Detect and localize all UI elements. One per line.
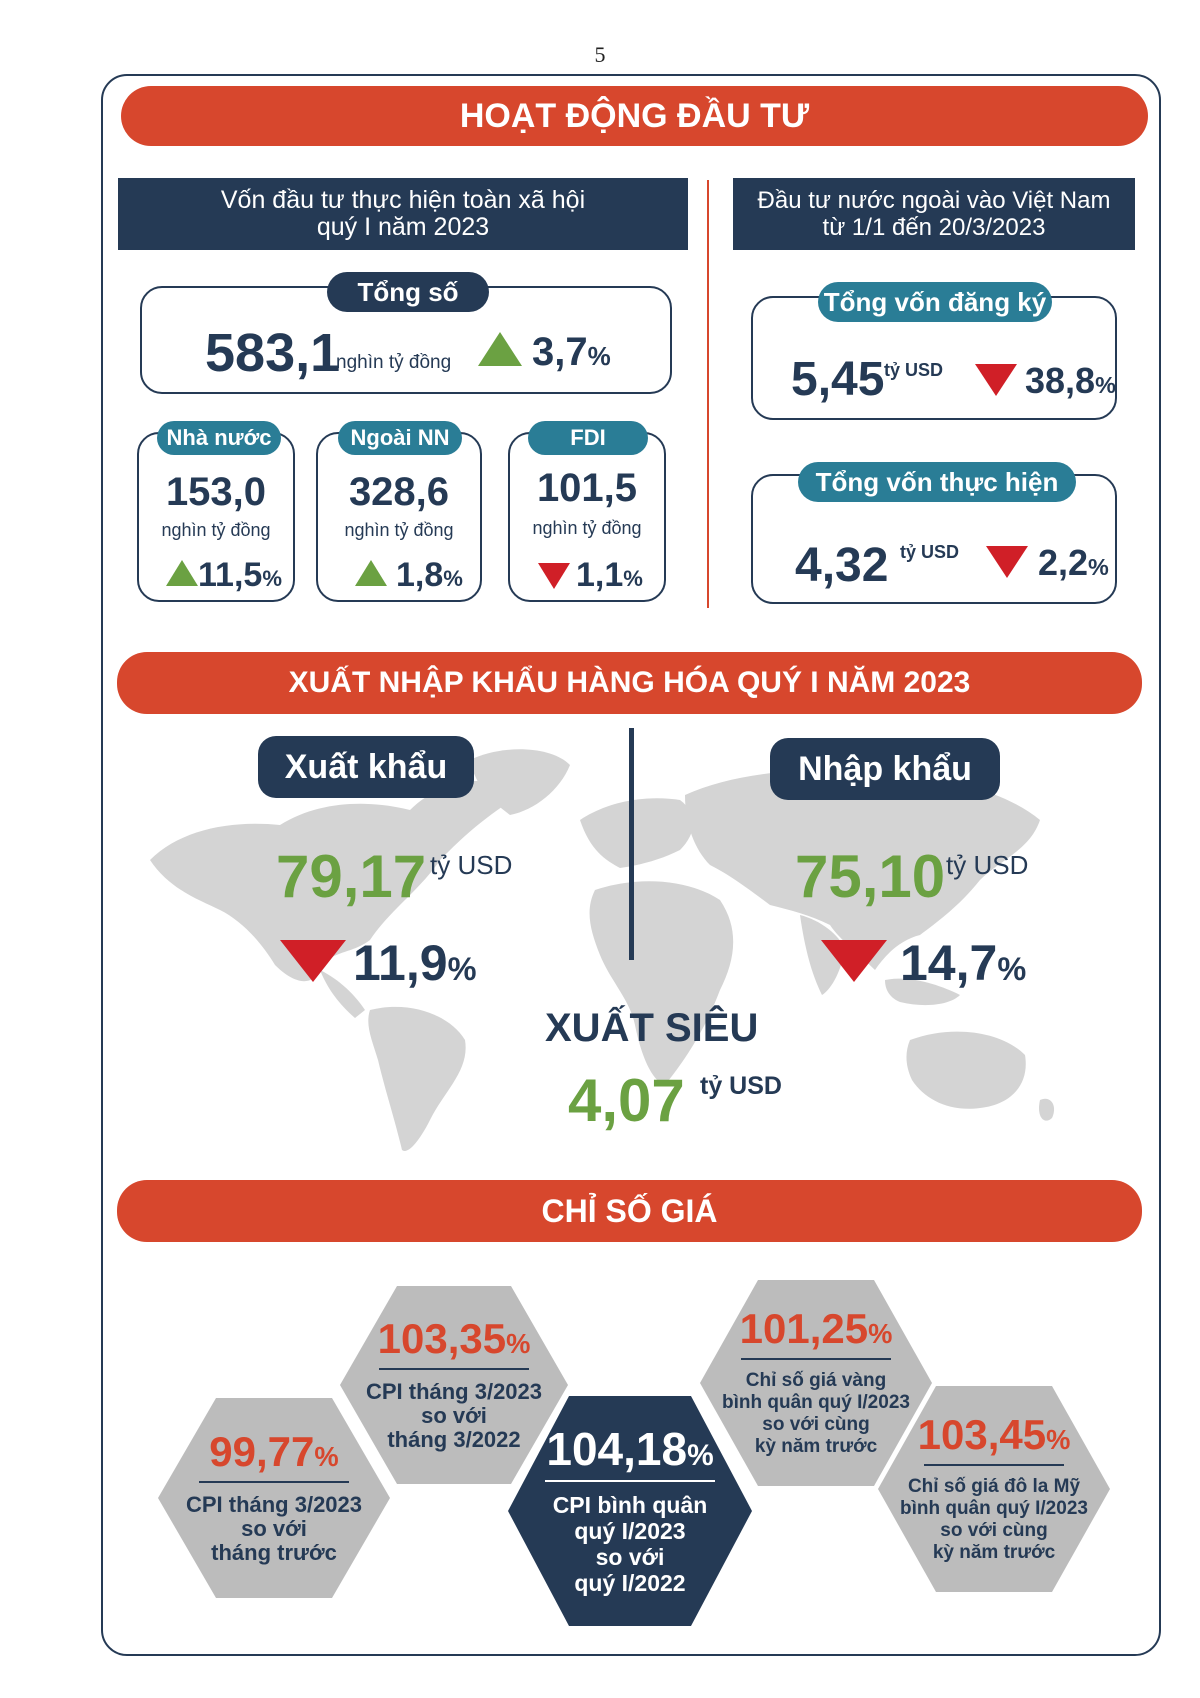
import-down-arrow-icon xyxy=(821,940,887,982)
state-unit: nghìn tỷ đồng xyxy=(161,520,271,540)
state-value: 153,0 xyxy=(165,470,267,514)
surplus-unit: tỷ USD xyxy=(700,1072,782,1100)
hex-cpi-yoy-line3: tháng 3/2022 xyxy=(387,1427,521,1452)
export-unit: tỷ USD xyxy=(430,850,513,880)
hex-cpi-quarter-line3: so với xyxy=(595,1544,665,1570)
total-value: 583,1 xyxy=(205,323,341,383)
hex-gold-value: 101,25% xyxy=(739,1305,893,1352)
trade-title: XUẤT NHẬP KHẨU HÀNG HÓA QUÝ I NĂM 2023 xyxy=(288,666,971,699)
hex-usd-line3: so với cùng xyxy=(940,1520,1048,1541)
hex-cpi-quarter-line4: quý I/2022 xyxy=(574,1570,686,1596)
export-down-arrow-icon xyxy=(280,940,346,982)
total-unit: nghìn tỷ đồng xyxy=(336,352,452,373)
export-value: 79,17 xyxy=(276,843,427,910)
hex-gold-line2: bình quân quý I/2023 xyxy=(722,1392,910,1413)
page-frame xyxy=(101,74,1161,1656)
registered-unit: tỷ USD xyxy=(884,360,944,380)
hex-cpi-quarter: 104,18% CPI bình quân quý I/2023 so với … xyxy=(508,1396,752,1626)
state-label: Nhà nước xyxy=(157,421,281,455)
hex-cpi-quarter-line1: CPI bình quân xyxy=(552,1492,708,1518)
column-divider xyxy=(707,180,709,608)
registered-value: 5,45 xyxy=(791,353,885,406)
registered-down-arrow-icon xyxy=(975,364,1017,396)
fdi-label: FDI xyxy=(528,421,648,455)
state-up-arrow-icon xyxy=(166,560,198,586)
fdi-change: 1,1% xyxy=(576,556,643,594)
nonstate-value: 328,6 xyxy=(348,470,450,514)
hex-cpi-yoy-line2: so với xyxy=(421,1403,487,1428)
hex-usd-line4: kỳ năm trước xyxy=(932,1542,1056,1563)
total-change: 3,7% xyxy=(532,330,611,374)
hex-gold-line4: kỳ năm trước xyxy=(754,1436,878,1457)
hex-cpi-month-line1: CPI tháng 3/2023 xyxy=(185,1492,363,1517)
hex-cpi-quarter-rule xyxy=(545,1480,715,1482)
export-change: 11,9% xyxy=(353,935,477,991)
investment-banner: HOẠT ĐỘNG ĐẦU TƯ xyxy=(121,86,1148,146)
hex-cpi-quarter-value: 104,18% xyxy=(546,1423,714,1475)
page-number: 5 xyxy=(594,42,606,67)
hex-gold-line3: so với cùng xyxy=(762,1414,870,1435)
trade-divider xyxy=(629,728,634,960)
state-card xyxy=(137,432,295,602)
fdi-value: 101,5 xyxy=(536,466,638,510)
import-change: 14,7% xyxy=(900,935,1027,991)
nonstate-unit: nghìn tỷ đồng xyxy=(344,520,454,540)
total-label: Tổng số xyxy=(327,272,489,312)
domestic-header-line2: quý I năm 2023 xyxy=(316,213,490,241)
export-label: Xuất khẩu xyxy=(258,736,474,798)
hex-cpi-yoy-rule xyxy=(379,1368,529,1370)
nonstate-change: 1,8% xyxy=(396,556,463,594)
disbursed-unit: tỷ USD xyxy=(900,542,960,562)
disbursed-value: 4,32 xyxy=(795,539,889,592)
hex-cpi-yoy-value: 103,35% xyxy=(377,1315,531,1362)
investment-title: HOẠT ĐỘNG ĐẦU TƯ xyxy=(459,96,810,135)
hex-gold-line1: Chỉ số giá vàng xyxy=(745,1370,887,1391)
fdi-unit: nghìn tỷ đồng xyxy=(532,518,642,538)
hex-cpi-month-line3: tháng trước xyxy=(211,1540,337,1565)
hex-usd-line2: bình quân quý I/2023 xyxy=(900,1498,1088,1519)
disbursed-change: 2,2% xyxy=(1038,542,1109,583)
hex-usd-line1: Chỉ số giá đô la Mỹ xyxy=(907,1476,1081,1497)
hex-usd-rule xyxy=(924,1464,1064,1466)
hex-usd-value: 103,45% xyxy=(917,1411,1071,1458)
import-unit: tỷ USD xyxy=(946,850,1029,880)
fdi-header: Đầu tư nước ngoài vào Việt Nam từ 1/1 đến… xyxy=(733,178,1135,250)
hex-cpi-month: 99,77% CPI tháng 3/2023 so với tháng trư… xyxy=(158,1398,390,1598)
hex-cpi-month-line2: so với xyxy=(241,1516,307,1541)
surplus-value: 4,07 xyxy=(568,1067,685,1134)
trade-banner: XUẤT NHẬP KHẨU HÀNG HÓA QUÝ I NĂM 2023 xyxy=(117,652,1142,714)
hex-gold-rule xyxy=(741,1358,891,1360)
hex-cpi-yoy: 103,35% CPI tháng 3/2023 so với tháng 3/… xyxy=(340,1286,568,1484)
disbursed-down-arrow-icon xyxy=(986,546,1028,578)
prices-title: CHỈ SỐ GIÁ xyxy=(541,1192,718,1229)
import-value: 75,10 xyxy=(795,843,946,910)
state-change: 11,5% xyxy=(198,556,282,594)
fdi-header-line2: từ 1/1 đến 20/3/2023 xyxy=(822,214,1046,241)
hex-cpi-quarter-line2: quý I/2023 xyxy=(574,1518,686,1544)
disbursed-label: Tổng vốn thực hiện xyxy=(798,462,1076,502)
nonstate-up-arrow-icon xyxy=(355,560,387,586)
hex-cpi-month-value: 99,77% xyxy=(209,1428,339,1475)
surplus-label: XUẤT SIÊU xyxy=(545,1006,759,1050)
registered-change: 38,8% xyxy=(1025,360,1116,401)
prices-banner: CHỈ SỐ GIÁ xyxy=(117,1180,1142,1242)
nonstate-card xyxy=(316,432,482,602)
registered-label: Tổng vốn đăng ký xyxy=(818,282,1052,322)
domestic-header: Vốn đầu tư thực hiện toàn xã hội quý I nă… xyxy=(118,178,688,250)
hex-cpi-yoy-line1: CPI tháng 3/2023 xyxy=(365,1379,543,1404)
domestic-header-line1: Vốn đầu tư thực hiện toàn xã hội xyxy=(220,186,586,214)
nonstate-label: Ngoài NN xyxy=(338,421,462,455)
import-label: Nhập khẩu xyxy=(770,738,1000,800)
fdi-down-arrow-icon xyxy=(538,563,570,589)
total-up-arrow-icon xyxy=(478,332,522,366)
hex-gold: 101,25% Chỉ số giá vàng bình quân quý I/… xyxy=(700,1280,932,1486)
fdi-header-line1: Đầu tư nước ngoài vào Việt Nam xyxy=(757,187,1111,214)
hex-cpi-month-rule xyxy=(199,1481,349,1483)
world-map-icon xyxy=(150,749,1055,1151)
